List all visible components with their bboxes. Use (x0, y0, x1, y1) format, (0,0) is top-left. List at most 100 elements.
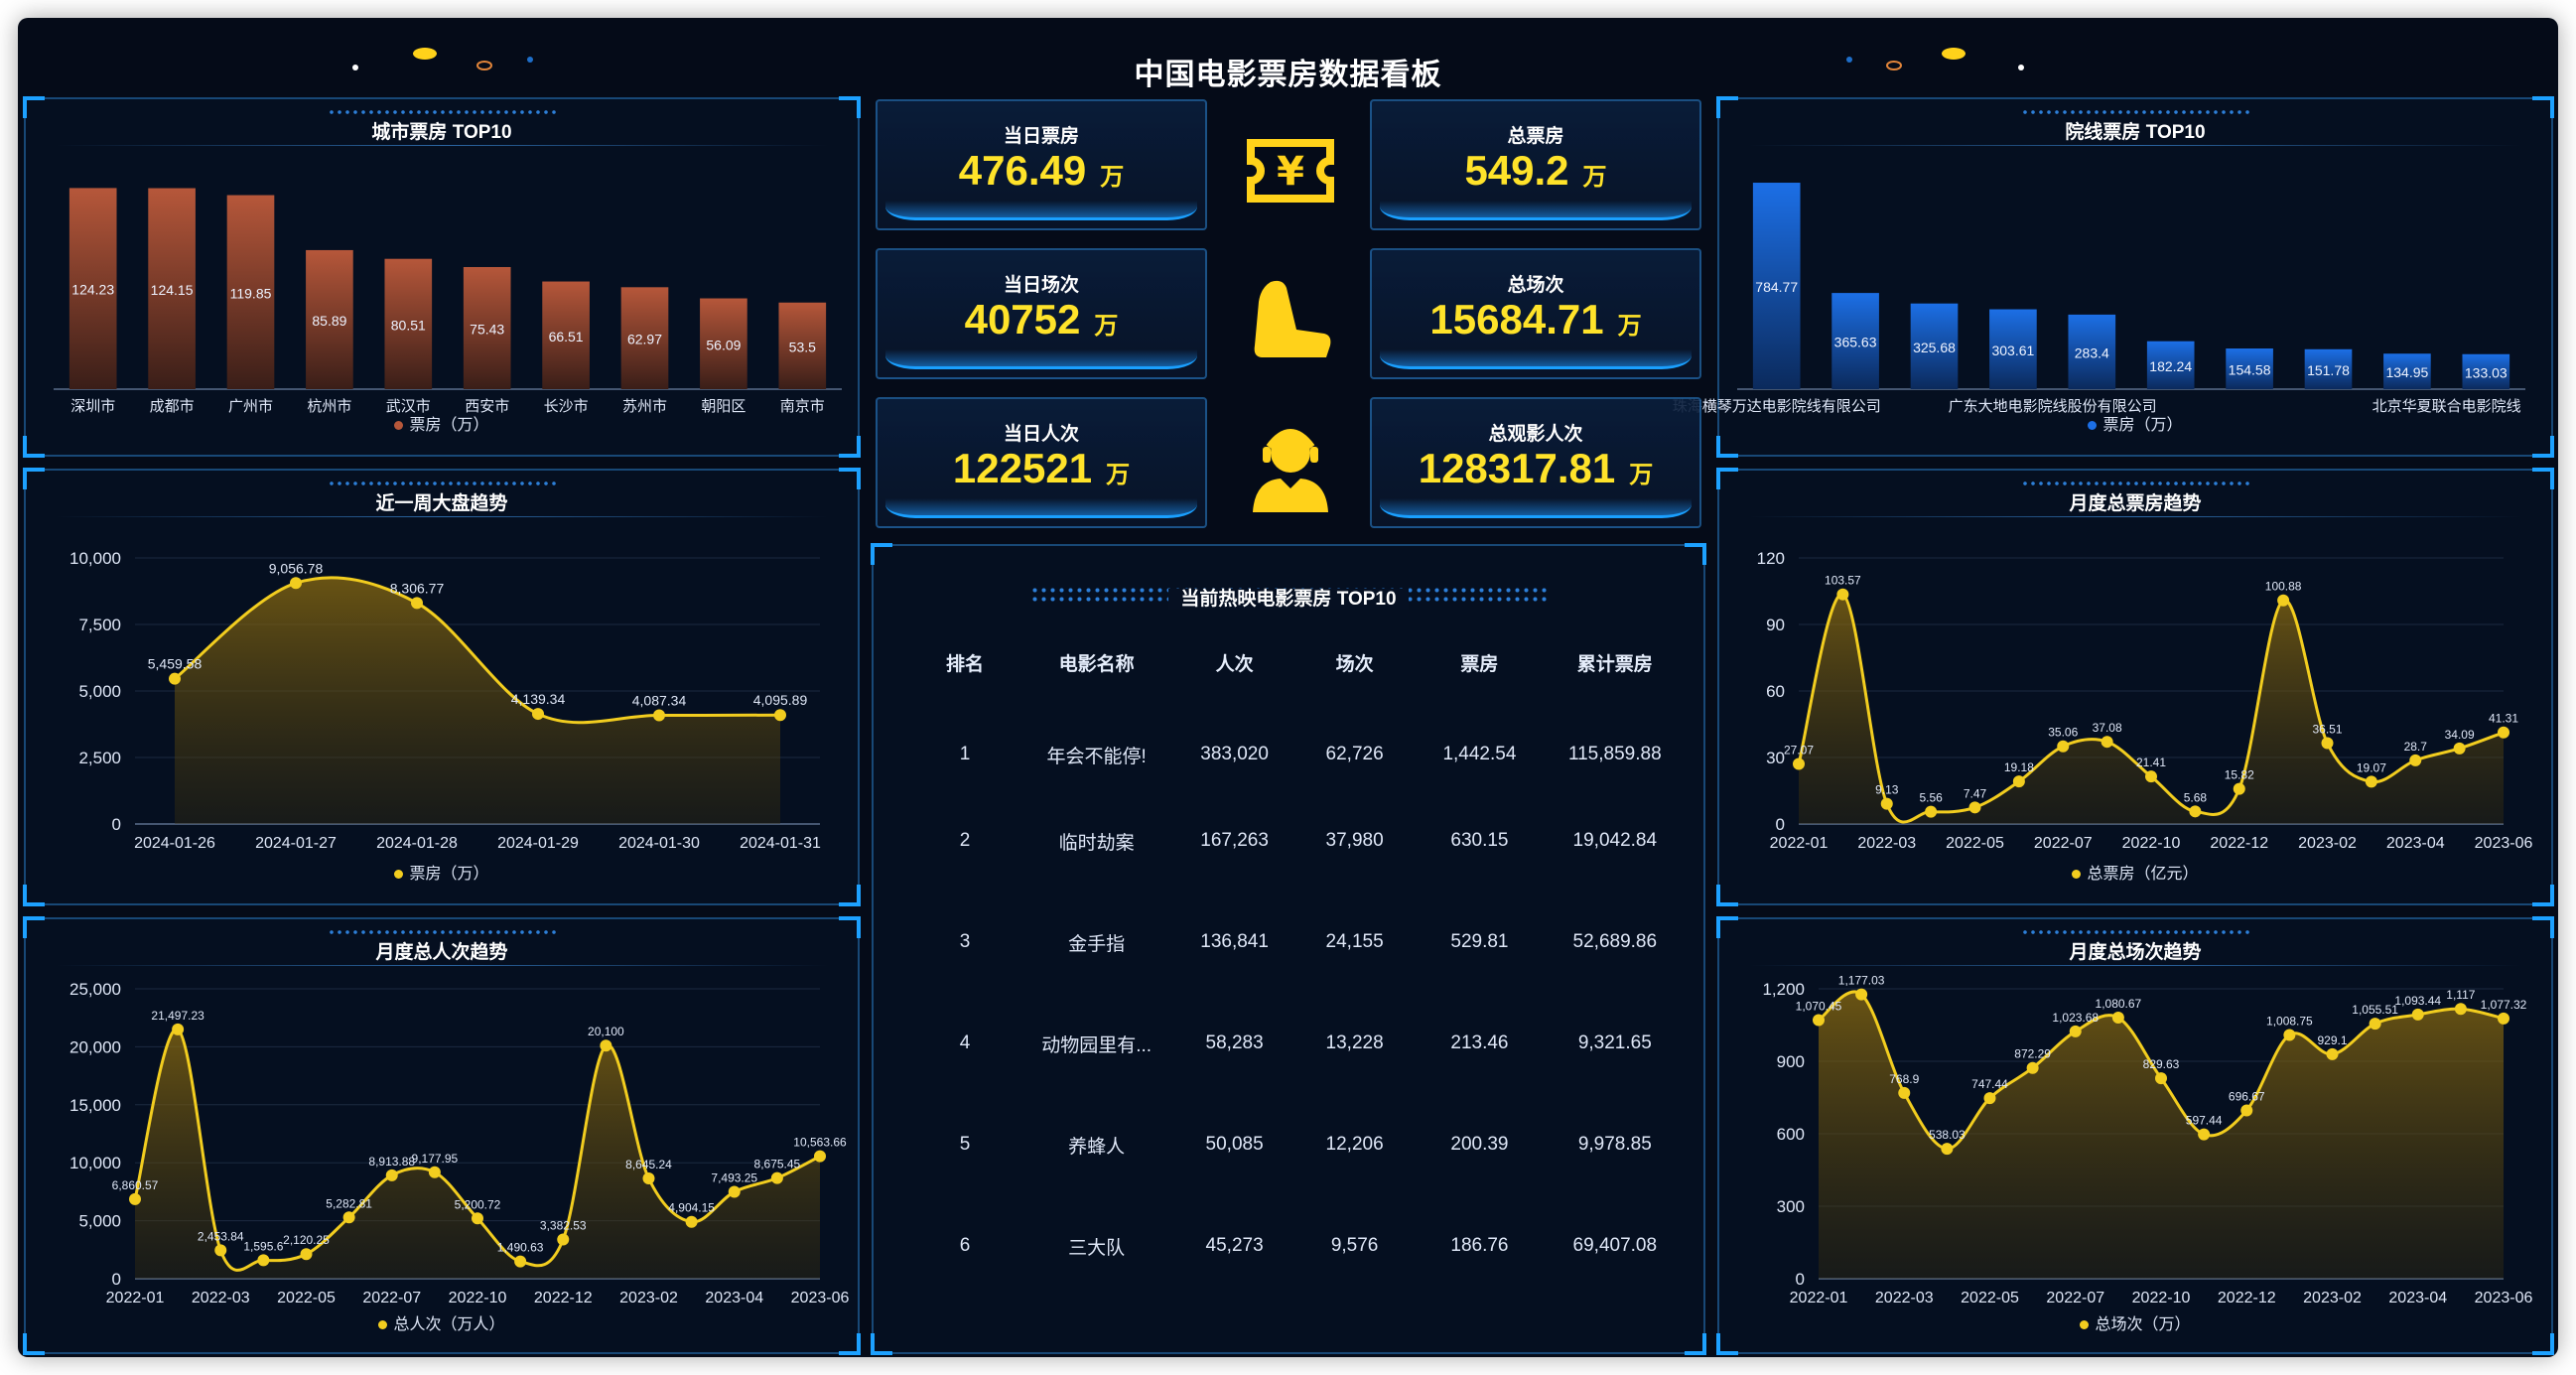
table-cell: 213.46 (1450, 1032, 1509, 1053)
bar (226, 195, 275, 389)
data-point (1898, 1086, 1911, 1099)
x-tick-label: 2024-01-27 (255, 835, 337, 852)
x-tick-label: 杭州市 (307, 398, 351, 415)
x-tick-label: 2024-01-30 (618, 835, 700, 852)
bar-value-label: 133.03 (2465, 364, 2508, 380)
col-rank[interactable]: 排名 (946, 653, 985, 675)
header-decoration-left (352, 48, 533, 70)
x-tick-label: 2024-01-29 (497, 835, 579, 852)
table-cell: 24,155 (1325, 931, 1384, 952)
y-tick-label: 15,000 (69, 1096, 121, 1115)
x-tick-label: 武汉市 (386, 398, 431, 415)
data-label: 1,055.51 (2352, 1003, 2398, 1017)
data-point (653, 709, 665, 722)
data-point (2111, 1012, 2124, 1025)
table-row[interactable]: 1 年会不能停! 383,020 62,726 1,442.54 115,859.88 (913, 689, 1688, 790)
data-label: 8,645.24 (625, 1158, 672, 1171)
y-tick-label: 30 (1766, 749, 1785, 767)
city-bar-chart: 124.23 深圳市 124.15 成都市 119.85 广州市 85.89 杭州市 80.51… (54, 188, 842, 415)
table-row[interactable]: 3 金手指 136,841 24,155 529.81 52,689.86 (913, 892, 1688, 993)
table-cell: 3 (959, 931, 971, 952)
stat-total-boxoffice: 总票房 549.2 万 (1370, 99, 1701, 230)
data-label: 1,177.03 (1838, 974, 1885, 988)
data-point (290, 577, 302, 590)
table-cell: 58,283 (1205, 1032, 1264, 1053)
data-point (1983, 1092, 1996, 1105)
table-cell: 1,442.54 (1442, 744, 1517, 764)
chart-legend[interactable]: 票房（万） (26, 411, 858, 435)
table-row[interactable]: 4 动物园里有... 58,283 13,228 213.46 9,321.65 (913, 993, 1688, 1094)
panel-title: 当前热映电影票房 TOP10 (874, 584, 1703, 611)
x-tick-label: 2023-06 (791, 1290, 850, 1306)
y-tick-label: 900 (1777, 1052, 1805, 1071)
x-tick-label: 2022-01 (1790, 1290, 1848, 1306)
bar-value-label: 182.24 (2149, 358, 2192, 374)
chart-legend[interactable]: 总场次（万） (1719, 1310, 2551, 1334)
chart-legend[interactable]: 总人次（万人） (26, 1310, 858, 1334)
table-cell: 529.81 (1450, 931, 1509, 952)
data-label: 5.56 (1919, 791, 1943, 805)
data-point (2240, 1104, 2253, 1117)
x-tick-label: 西安市 (465, 398, 509, 415)
data-label: 9,177.95 (412, 1152, 459, 1166)
data-point (472, 1212, 483, 1225)
data-point (214, 1244, 227, 1257)
stat-daily-shows: 当日场次 40752 万 (876, 248, 1207, 379)
data-point (169, 672, 181, 685)
table-cell: 200.39 (1450, 1134, 1509, 1155)
area-fill (175, 577, 780, 824)
panel-title: 月度总人次趋势 (375, 942, 508, 963)
data-point (814, 1150, 826, 1163)
bar (1989, 309, 2037, 389)
data-label: 1,023.68 (2052, 1011, 2099, 1025)
table-cell: 13,228 (1325, 1032, 1384, 1053)
x-tick-label: 苏州市 (622, 398, 667, 415)
bar (2068, 314, 2116, 389)
chart-legend[interactable]: 票房（万） (1719, 411, 2551, 435)
data-label: 1,595.6 (243, 1239, 283, 1253)
y-tick-label: 600 (1777, 1125, 1805, 1144)
col-name[interactable]: 电影名称 (1058, 653, 1135, 675)
data-point (2233, 782, 2245, 795)
bar-value-label: 784.77 (1755, 279, 1798, 295)
x-tick-label: 朝阳区 (701, 398, 746, 415)
y-tick-label: 20,000 (69, 1037, 121, 1056)
col-shows[interactable]: 场次 (1335, 653, 1374, 675)
col-audience[interactable]: 人次 (1215, 653, 1254, 675)
x-tick-label: 2022-10 (2132, 1290, 2191, 1306)
x-tick-label: 2022-12 (2210, 835, 2268, 852)
city-boxoffice-panel: 城市票房 TOP10 124.23 深圳市 124.15 成都市 119.85 广州市 85… (23, 96, 861, 458)
bar-value-label: 325.68 (1913, 340, 1956, 355)
table-cell: 9,576 (1330, 1235, 1379, 1256)
bar (620, 287, 669, 389)
chart-legend[interactable]: 票房（万） (26, 860, 858, 884)
area-fill (135, 1029, 820, 1279)
x-tick-label: 2023-06 (2475, 835, 2533, 852)
table-row[interactable]: 2 临时劫案 167,263 37,980 630.15 19,042.84 (913, 790, 1688, 892)
table-row[interactable]: 5 养蜂人 50,085 12,206 200.39 9,978.85 (913, 1094, 1688, 1195)
bar-value-label: 85.89 (312, 313, 346, 329)
table-cell: 136,841 (1200, 931, 1269, 952)
data-label: 27.07 (1784, 744, 1814, 757)
data-point (514, 1255, 527, 1268)
bar-value-label: 119.85 (230, 285, 272, 301)
bar (306, 249, 353, 389)
table-cell: 年会不能停! (1046, 746, 1147, 767)
col-total[interactable]: 累计票房 (1576, 653, 1653, 675)
y-tick-label: 1,200 (1762, 980, 1805, 999)
col-boxoffice[interactable]: 票房 (1460, 653, 1499, 675)
bar (542, 281, 590, 389)
bar-value-label: 124.15 (151, 282, 194, 298)
table-row[interactable]: 6 三大队 45,273 9,576 186.76 69,407.08 (913, 1195, 1688, 1297)
weekly-trend-panel: 近一周大盘趋势 0 2,500 5,000 7,500 10,000 5,459.58 9,… (23, 468, 861, 906)
y-tick-label: 10,000 (69, 1154, 121, 1172)
data-label: 696.67 (2229, 1089, 2265, 1103)
data-label: 19.18 (2004, 760, 2034, 774)
data-point (1925, 805, 1938, 818)
x-tick-label: 2023-04 (2388, 1290, 2447, 1306)
chart-legend[interactable]: 总票房（亿元） (1719, 860, 2551, 884)
table-cell: 5 (959, 1134, 971, 1155)
table-cell: 6 (959, 1235, 971, 1256)
data-label: 4,904.15 (668, 1201, 715, 1215)
data-label: 1,008.75 (2266, 1015, 2313, 1029)
